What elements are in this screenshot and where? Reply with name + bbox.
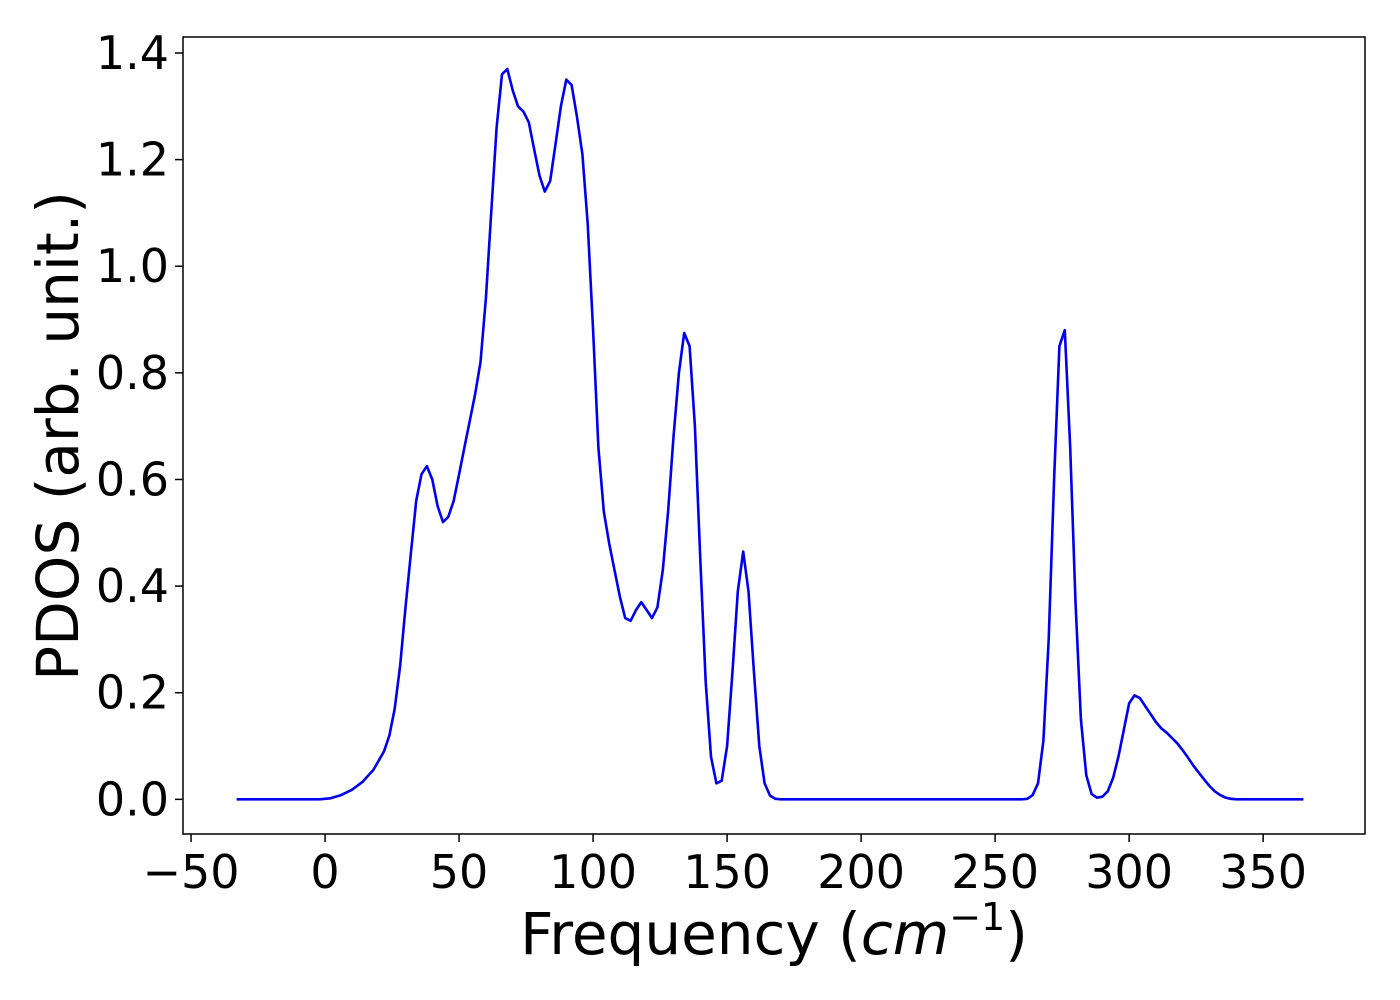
x-tick-label: 200 [817, 845, 905, 899]
y-tick-label: 0.4 [96, 559, 169, 613]
y-tick-label: 0.0 [96, 772, 169, 826]
plot-area [182, 36, 1366, 835]
y-tick-label: 1.4 [96, 26, 169, 80]
x-axis-title: Frequency (cm−1) [520, 895, 1028, 968]
x-tick-label: 0 [310, 845, 339, 899]
y-axis-title: PDOS (arb. unit.) [24, 191, 92, 681]
x-tick-label: 350 [1219, 845, 1307, 899]
x-axis-unit: cm [861, 900, 949, 968]
series-line [236, 67, 1304, 801]
y-axis-ticks: 0.0 0.2 0.4 0.6 0.8 1.0 1.2 1.4 [96, 26, 183, 826]
x-axis-title-text: Frequency [520, 900, 820, 968]
x-tick-label: 250 [951, 845, 1039, 899]
x-tick-label: −50 [143, 845, 240, 899]
y-tick-label: 0.2 [96, 666, 169, 720]
x-tick-label: 50 [430, 845, 489, 899]
x-tick-label: 300 [1085, 845, 1173, 899]
x-axis-unit-exponent: −1 [949, 895, 1005, 939]
x-tick-label: 150 [683, 845, 771, 899]
x-axis-ticks: −50 0 50 100 150 200 250 300 350 [143, 834, 1307, 899]
y-tick-label: 1.0 [96, 239, 169, 293]
x-tick-label: 100 [549, 845, 637, 899]
y-tick-label: 0.6 [96, 452, 169, 506]
y-tick-label: 1.2 [96, 133, 169, 187]
y-tick-label: 0.8 [96, 346, 169, 400]
